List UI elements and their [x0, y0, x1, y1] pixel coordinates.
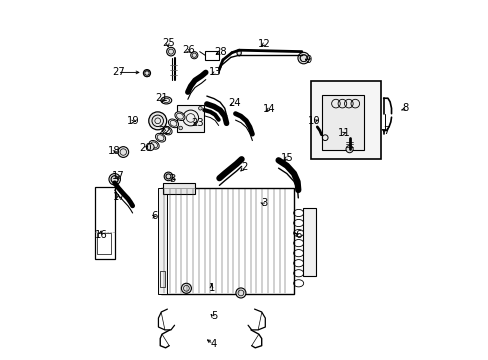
Circle shape [164, 172, 172, 181]
Text: 27: 27 [112, 67, 124, 77]
Text: 22: 22 [158, 126, 171, 135]
Bar [94, 187, 115, 259]
Bar [158, 188, 167, 294]
Text: 25: 25 [162, 38, 175, 48]
Text: 7: 7 [382, 126, 388, 135]
Text: 14: 14 [262, 104, 275, 114]
Circle shape [147, 143, 154, 150]
Text: 23: 23 [191, 118, 204, 128]
Text: 12: 12 [257, 39, 270, 49]
Ellipse shape [161, 97, 171, 104]
Text: 18: 18 [108, 146, 121, 156]
Ellipse shape [237, 49, 241, 56]
Text: 17: 17 [112, 192, 125, 202]
Bar [310, 81, 380, 159]
Text: 21: 21 [155, 93, 168, 103]
Circle shape [198, 107, 202, 110]
Text: 26: 26 [182, 45, 195, 55]
Text: 8: 8 [401, 103, 407, 113]
Ellipse shape [175, 112, 184, 121]
Text: 4: 4 [210, 339, 217, 349]
Circle shape [118, 147, 128, 157]
Circle shape [297, 52, 309, 64]
Text: 17: 17 [112, 171, 124, 181]
Ellipse shape [162, 126, 172, 135]
Text: 15: 15 [280, 153, 293, 163]
Circle shape [166, 47, 175, 56]
Text: 6: 6 [151, 211, 157, 221]
Circle shape [109, 174, 120, 185]
Ellipse shape [143, 69, 150, 77]
Text: 19: 19 [127, 116, 140, 126]
Bar [161, 188, 293, 294]
Text: 1: 1 [208, 283, 215, 293]
Ellipse shape [149, 140, 159, 149]
Text: 13: 13 [208, 67, 221, 77]
Circle shape [190, 51, 198, 59]
Text: 3: 3 [261, 198, 267, 208]
Bar [303, 208, 315, 276]
Bar [160, 271, 165, 287]
Text: 24: 24 [228, 98, 240, 108]
Bar [321, 95, 363, 150]
Text: 6: 6 [294, 230, 301, 239]
Text: 28: 28 [213, 46, 226, 57]
Text: 20: 20 [139, 143, 152, 153]
Text: 5: 5 [210, 311, 217, 321]
Circle shape [235, 288, 245, 298]
Text: 3: 3 [169, 174, 176, 184]
Bar [97, 233, 111, 253]
Text: 9: 9 [305, 55, 312, 65]
Circle shape [179, 126, 182, 130]
Text: 16: 16 [95, 230, 107, 239]
Text: 11: 11 [337, 128, 350, 138]
Circle shape [181, 283, 191, 293]
Bar [204, 51, 219, 60]
Circle shape [346, 145, 352, 153]
Text: 10: 10 [307, 116, 320, 126]
Bar [163, 183, 195, 194]
Circle shape [148, 112, 166, 130]
Bar [177, 105, 203, 132]
Text: 2: 2 [241, 162, 247, 172]
Ellipse shape [155, 133, 165, 142]
Ellipse shape [168, 119, 178, 128]
